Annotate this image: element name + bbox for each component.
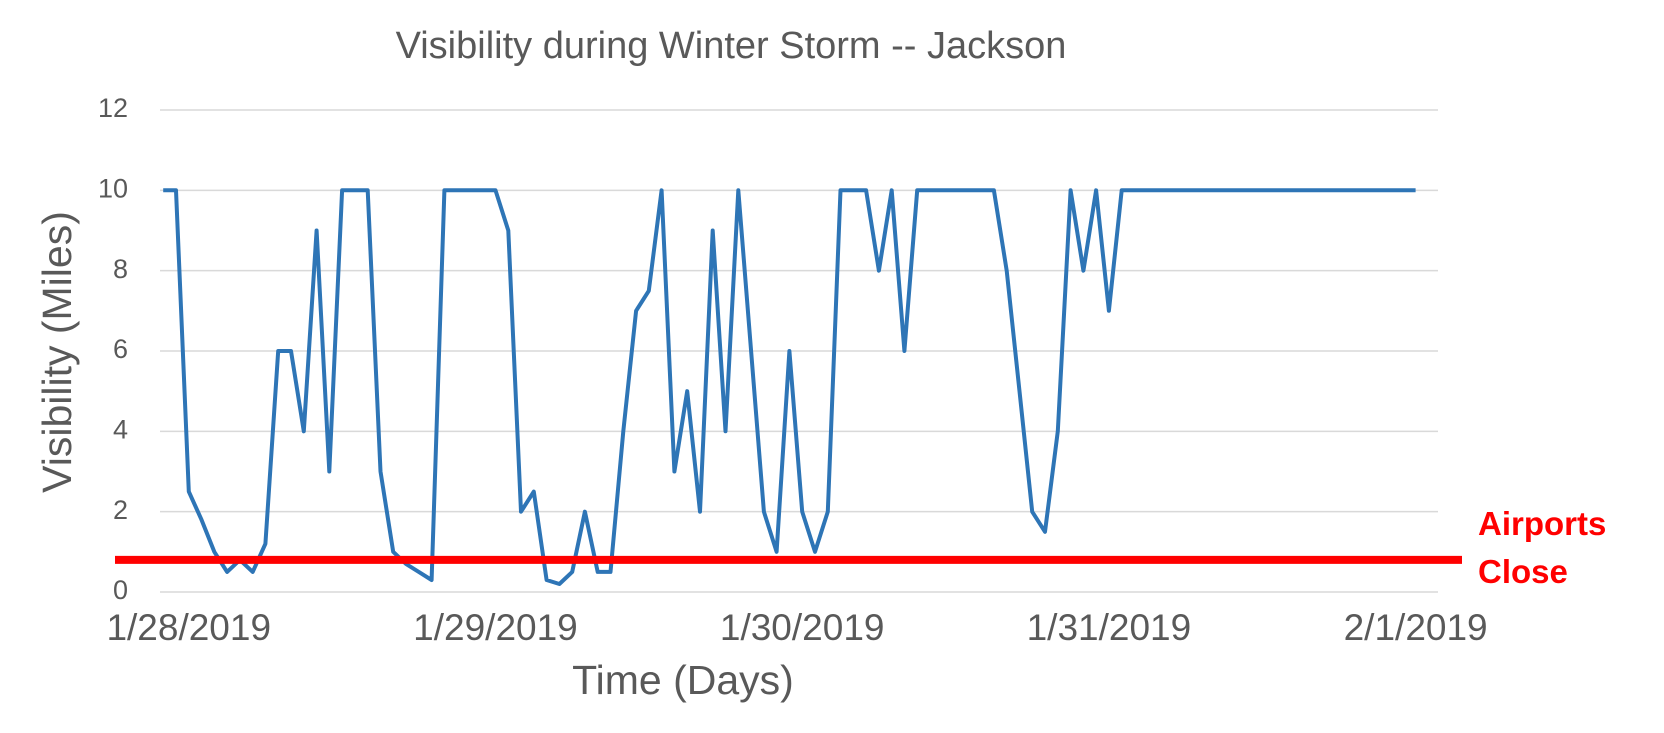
threshold-label: Airports Close — [1478, 505, 1607, 590]
x-tick-label: 2/1/2019 — [1344, 607, 1488, 648]
y-tick-label: 8 — [113, 254, 128, 284]
y-axis-title: Visibility (Miles) — [34, 211, 80, 493]
data-line — [163, 188, 1416, 586]
chart-title: Visibility during Winter Storm -- Jackso… — [396, 25, 1067, 67]
y-tick-label: 0 — [113, 575, 128, 605]
y-tick-label: 6 — [113, 334, 128, 364]
x-tick-label: 1/28/2019 — [106, 607, 271, 648]
x-tick-label: 1/31/2019 — [1027, 607, 1192, 648]
y-tick-label: 2 — [113, 495, 128, 525]
y-tick-label: 4 — [113, 414, 128, 444]
y-tick-label: 10 — [98, 173, 128, 203]
x-axis-title: Time (Days) — [572, 657, 794, 703]
y-tick-label: 12 — [98, 93, 128, 123]
x-tick-label: 1/29/2019 — [413, 607, 578, 648]
x-tick-label: 1/30/2019 — [720, 607, 885, 648]
